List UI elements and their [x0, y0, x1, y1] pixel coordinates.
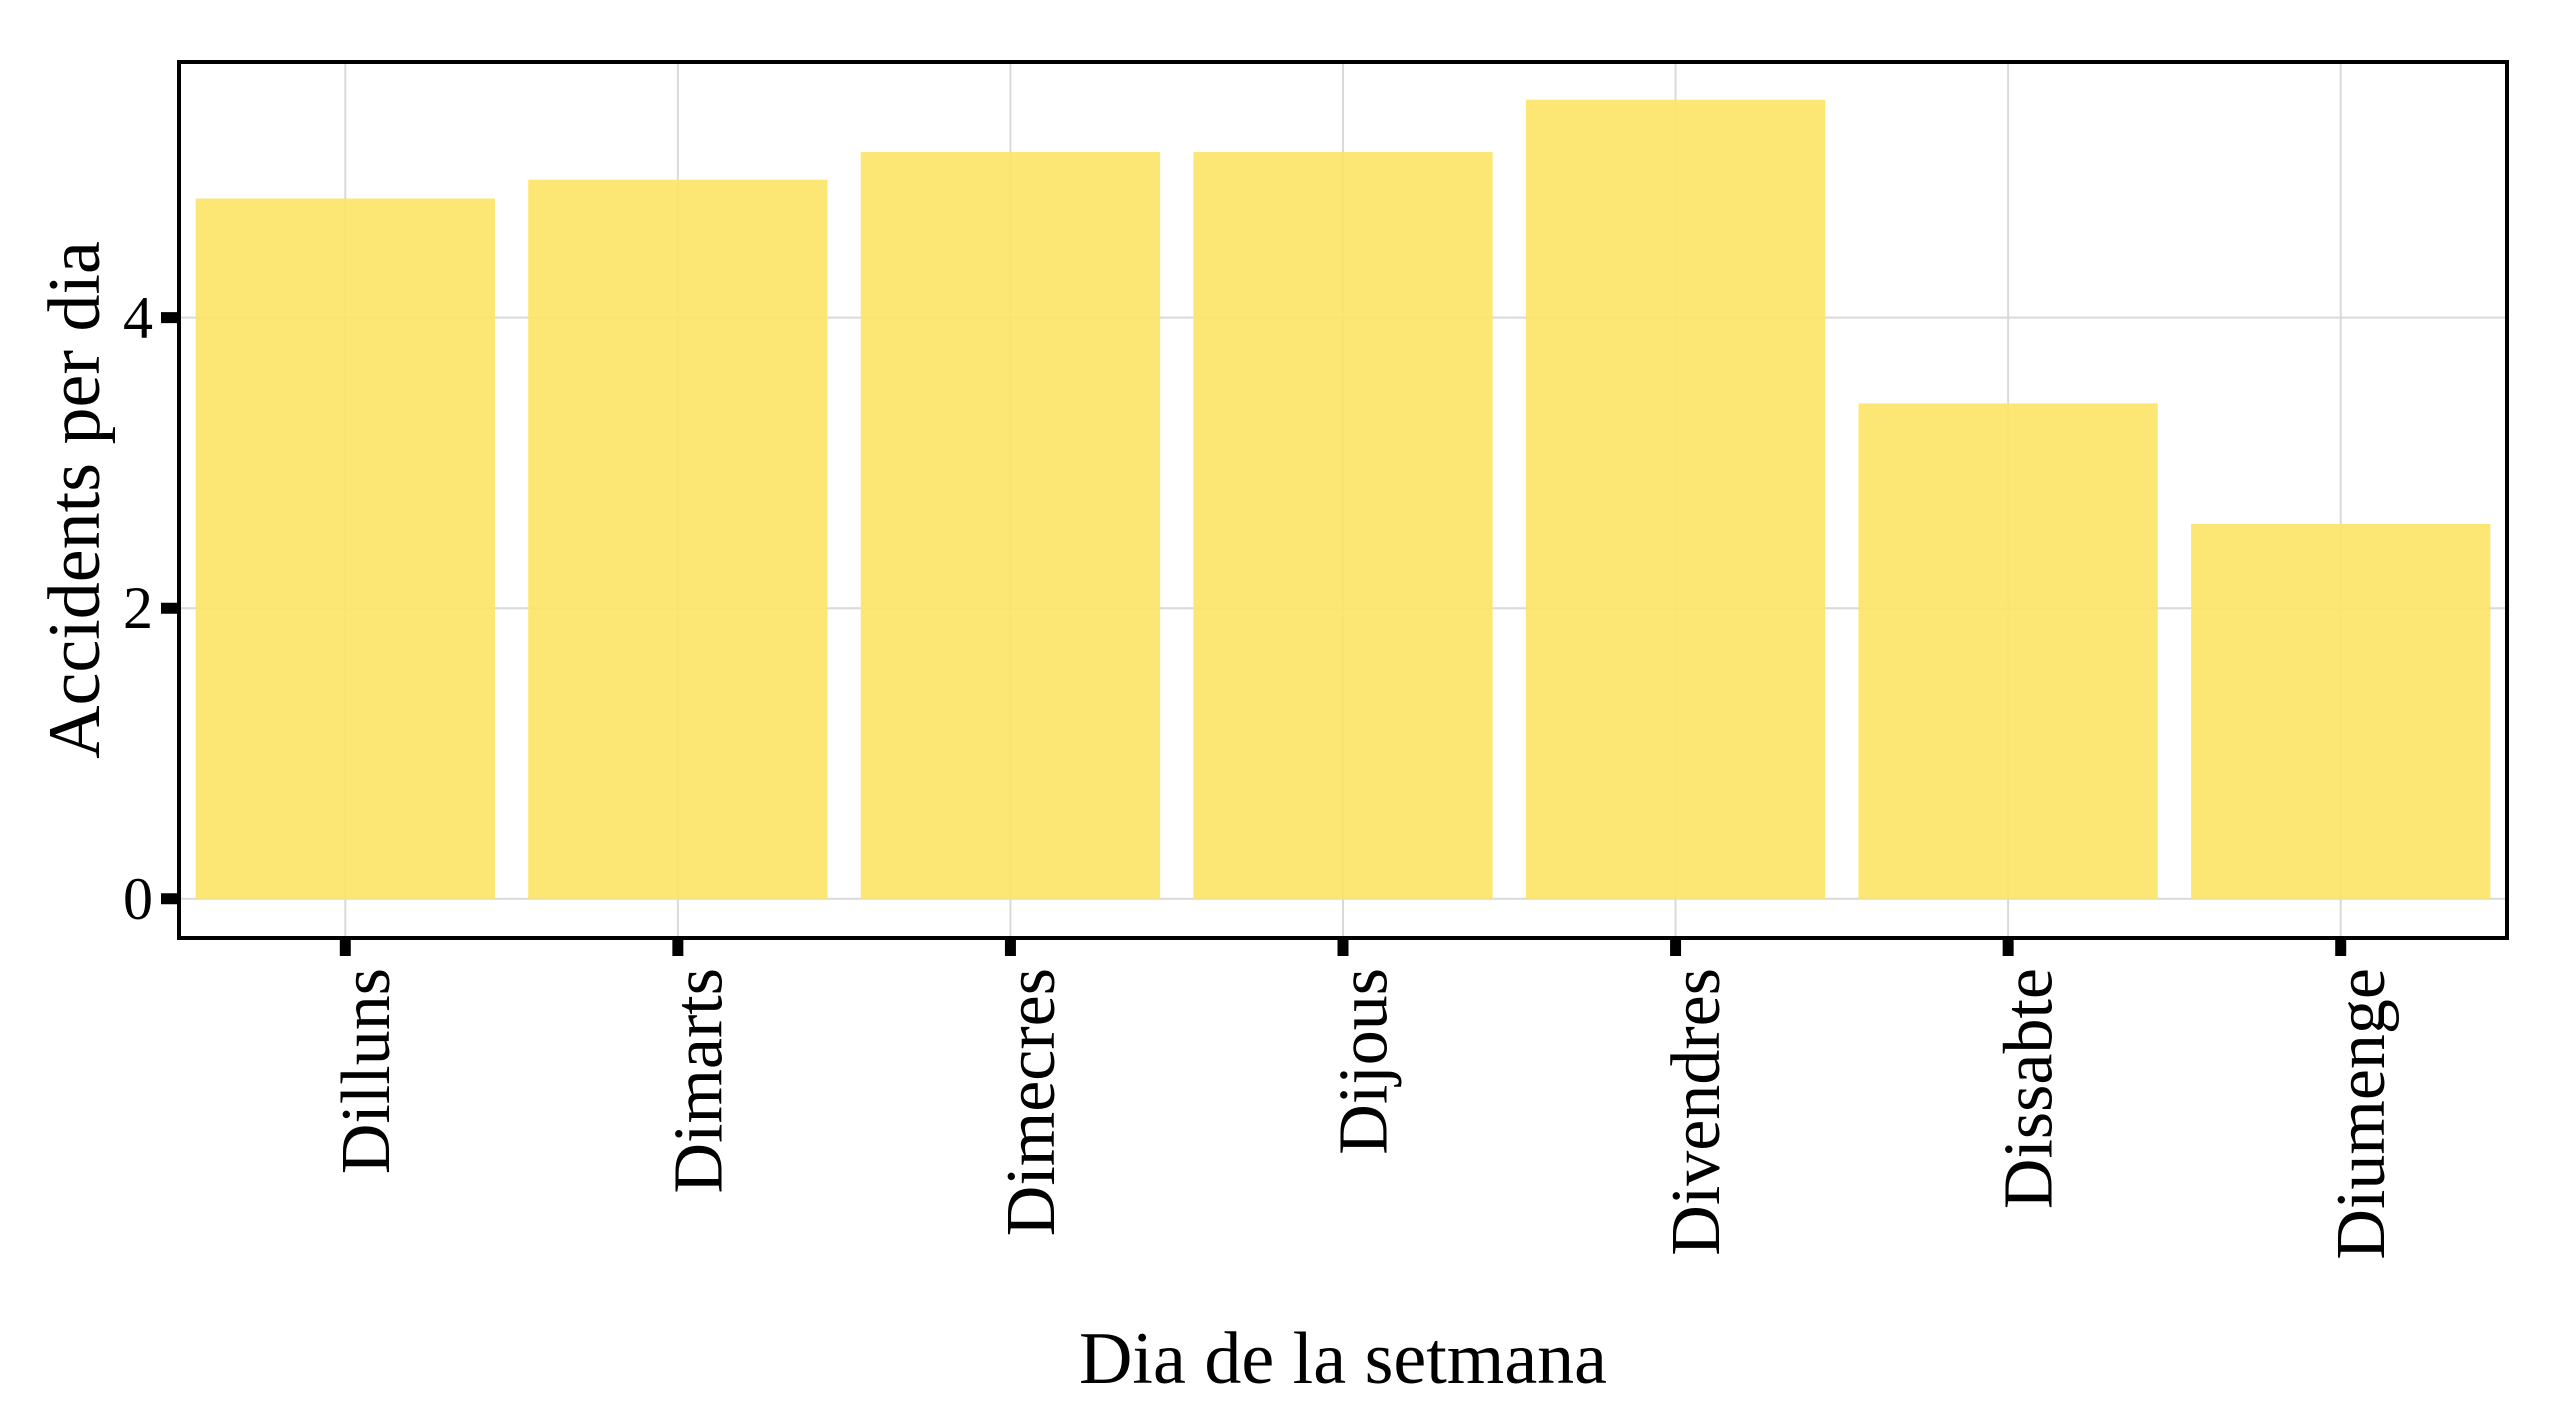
x-tick-label-divendres: Divendres — [1658, 968, 1735, 1256]
x-tick-label-diumenge: Diumenge — [2323, 968, 2400, 1260]
x-axis: Dilluns Dimarts Dimecres Dijous Divendres Dis… — [328, 938, 2400, 1260]
bars — [195, 99, 2491, 899]
x-tick-label-dilluns: Dilluns — [328, 968, 405, 1174]
bar-dilluns — [195, 198, 495, 899]
bar-dijous — [1193, 152, 1493, 899]
x-tick-label-dissabte: Dissabte — [1991, 968, 2068, 1209]
y-axis: 0 2 4 — [123, 285, 179, 932]
bar-dimecres — [860, 152, 1161, 899]
y-tick-label: 0 — [123, 866, 153, 932]
bar-divendres — [1525, 99, 1826, 899]
bar-dimarts — [528, 179, 828, 899]
bar-dissabte — [1858, 403, 2158, 899]
x-axis-title: Dia de la setmana — [1079, 1318, 1607, 1400]
x-tick-label-dimarts: Dimarts — [660, 968, 737, 1194]
y-tick-label: 2 — [123, 575, 153, 641]
x-tick-label-dijous: Dijous — [1326, 968, 1403, 1155]
y-tick-label: 4 — [123, 285, 153, 351]
y-axis-title: Accidents per dia — [34, 241, 116, 759]
bar-diumenge — [2191, 523, 2491, 899]
x-tick-label-dimecres: Dimecres — [993, 968, 1070, 1236]
